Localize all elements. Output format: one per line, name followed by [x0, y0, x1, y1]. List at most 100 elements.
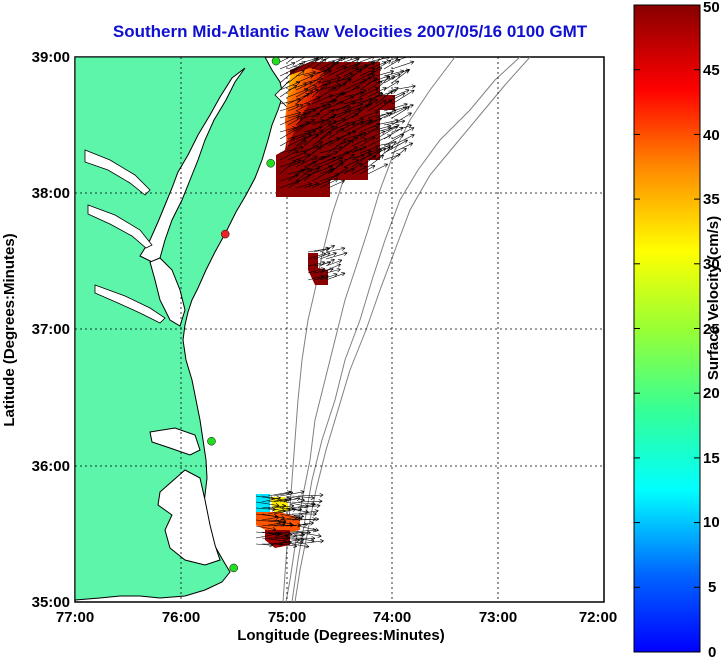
velocity-arrow — [325, 272, 346, 281]
pamlico-sound — [157, 469, 221, 566]
velocity-arrow — [359, 145, 379, 154]
lon-tick-0: 77:00 — [56, 609, 94, 626]
velocity-arrow — [359, 57, 375, 63]
radar-stations — [207, 57, 281, 573]
velocity-arrow — [359, 68, 376, 77]
radar-station-marker — [207, 436, 216, 446]
velocity-arrow — [261, 513, 285, 520]
velocity-arrow — [391, 134, 415, 147]
velocity-arrow — [297, 503, 321, 509]
velocity-arrow — [311, 153, 331, 161]
map-title: Southern Mid-Atlantic Raw Velocities 200… — [112, 22, 588, 41]
cb-tick-6: 30 — [703, 256, 720, 273]
velocity-arrow — [261, 515, 280, 521]
velocity-arrow — [391, 124, 412, 133]
velocity-arrow — [319, 258, 335, 267]
velocity-arrow — [383, 139, 408, 154]
velocity-arrow — [319, 244, 335, 253]
lon-tick-3: 74:00 — [373, 609, 411, 626]
velocity-arrow — [319, 98, 338, 105]
lat-tick-2: 37:00 — [32, 321, 70, 338]
velocity-arrow — [297, 509, 319, 515]
velocity-arrow — [391, 60, 415, 70]
cb-tick-4: 20 — [703, 385, 720, 402]
velocity-arrow — [297, 539, 324, 545]
lat-tick-0: 39:00 — [32, 49, 70, 66]
colorbar — [633, 4, 701, 653]
velocity-arrow — [319, 145, 343, 154]
velocity-arrow — [375, 69, 395, 77]
velocity-arrow — [351, 57, 362, 63]
velocity-arrow — [351, 166, 368, 175]
velocity-arrow — [335, 109, 352, 119]
lat-tick-3: 36:00 — [32, 458, 70, 475]
velocity-arrow — [287, 140, 307, 154]
velocity-arrow — [319, 252, 337, 260]
velocity-arrow — [261, 496, 281, 503]
velocity-arrow — [255, 525, 277, 532]
velocity-arrow — [285, 495, 305, 502]
velocity-arrow — [383, 80, 400, 91]
cb-tick-10: 50 — [703, 0, 720, 16]
velocity-arrow — [335, 154, 355, 168]
velocity-arrow — [325, 246, 346, 253]
velocity-arrow — [279, 145, 304, 154]
colorbar-label: Surface Velocity (cm/s) — [705, 216, 722, 380]
velocity-arrow — [391, 127, 415, 140]
velocity-arrow — [391, 103, 414, 112]
velocity-arrow — [327, 57, 343, 70]
velocity-arrow — [359, 165, 376, 175]
velocity-arrow — [287, 159, 305, 168]
velocity-arrow — [295, 110, 312, 126]
velocity-arrow — [279, 103, 300, 112]
velocity-arrow — [303, 89, 319, 98]
cb-tick-5: 25 — [703, 321, 720, 338]
velocity-arrow — [343, 57, 365, 63]
x-axis-label: Longitude (Degrees:Minutes) — [237, 627, 445, 644]
lat-tick-labels: 39:00 38:00 37:00 36:00 35:00 — [32, 49, 70, 611]
velocity-arrow — [303, 80, 322, 91]
velocity-arrow — [319, 57, 331, 63]
velocity-arrow — [297, 531, 322, 538]
velocity-arrow — [359, 77, 378, 91]
colorbar-tick-labels: 0 5 10 15 20 25 30 35 40 45 50 — [703, 0, 720, 659]
velocity-arrow — [391, 142, 414, 154]
velocity-arrow — [325, 259, 343, 267]
velocity-arrow — [297, 499, 323, 504]
velocity-arrow — [367, 57, 390, 63]
velocity-arrow — [375, 57, 386, 63]
velocity-arrow — [375, 90, 393, 105]
velocity-arrow — [335, 86, 360, 98]
velocity-arrow — [303, 134, 319, 147]
velocity-arrow — [391, 57, 412, 63]
velocity-arrow — [311, 120, 332, 133]
velocity-arrow — [279, 490, 305, 497]
velocity-arrow — [273, 503, 295, 509]
velocity-arrow — [343, 61, 361, 70]
velocity-arrow — [279, 57, 291, 63]
velocity-arrow — [291, 543, 310, 549]
velocity-arrow — [391, 84, 416, 91]
velocity-arrow — [297, 525, 319, 532]
velocity-arrow — [351, 131, 367, 140]
lon-tick-2: 75:00 — [268, 609, 306, 626]
velocity-arrow — [351, 138, 368, 147]
radar-station-marker — [271, 57, 281, 66]
velocity-arrow — [295, 90, 313, 105]
velocity-arrow — [287, 57, 296, 63]
velocity-arrow — [391, 89, 415, 105]
velocity-arrow — [359, 99, 378, 112]
velocity-arrow — [383, 119, 406, 126]
velocity-arrow — [287, 69, 305, 84]
velocity-arrow — [295, 155, 318, 168]
cb-tick-7: 35 — [703, 191, 720, 208]
lat-tick-4: 35:00 — [32, 594, 70, 611]
velocity-arrow — [367, 124, 392, 133]
velocity-arrow — [295, 57, 306, 63]
velocity-arrow — [319, 76, 341, 84]
velocity-arrow — [285, 533, 306, 539]
velocity-arrow — [383, 124, 400, 133]
lon-tick-labels: 77:00 76:00 75:00 74:00 73:00 72:00 — [56, 609, 617, 626]
velocity-arrow — [273, 532, 293, 539]
cb-tick-2: 10 — [703, 514, 720, 531]
